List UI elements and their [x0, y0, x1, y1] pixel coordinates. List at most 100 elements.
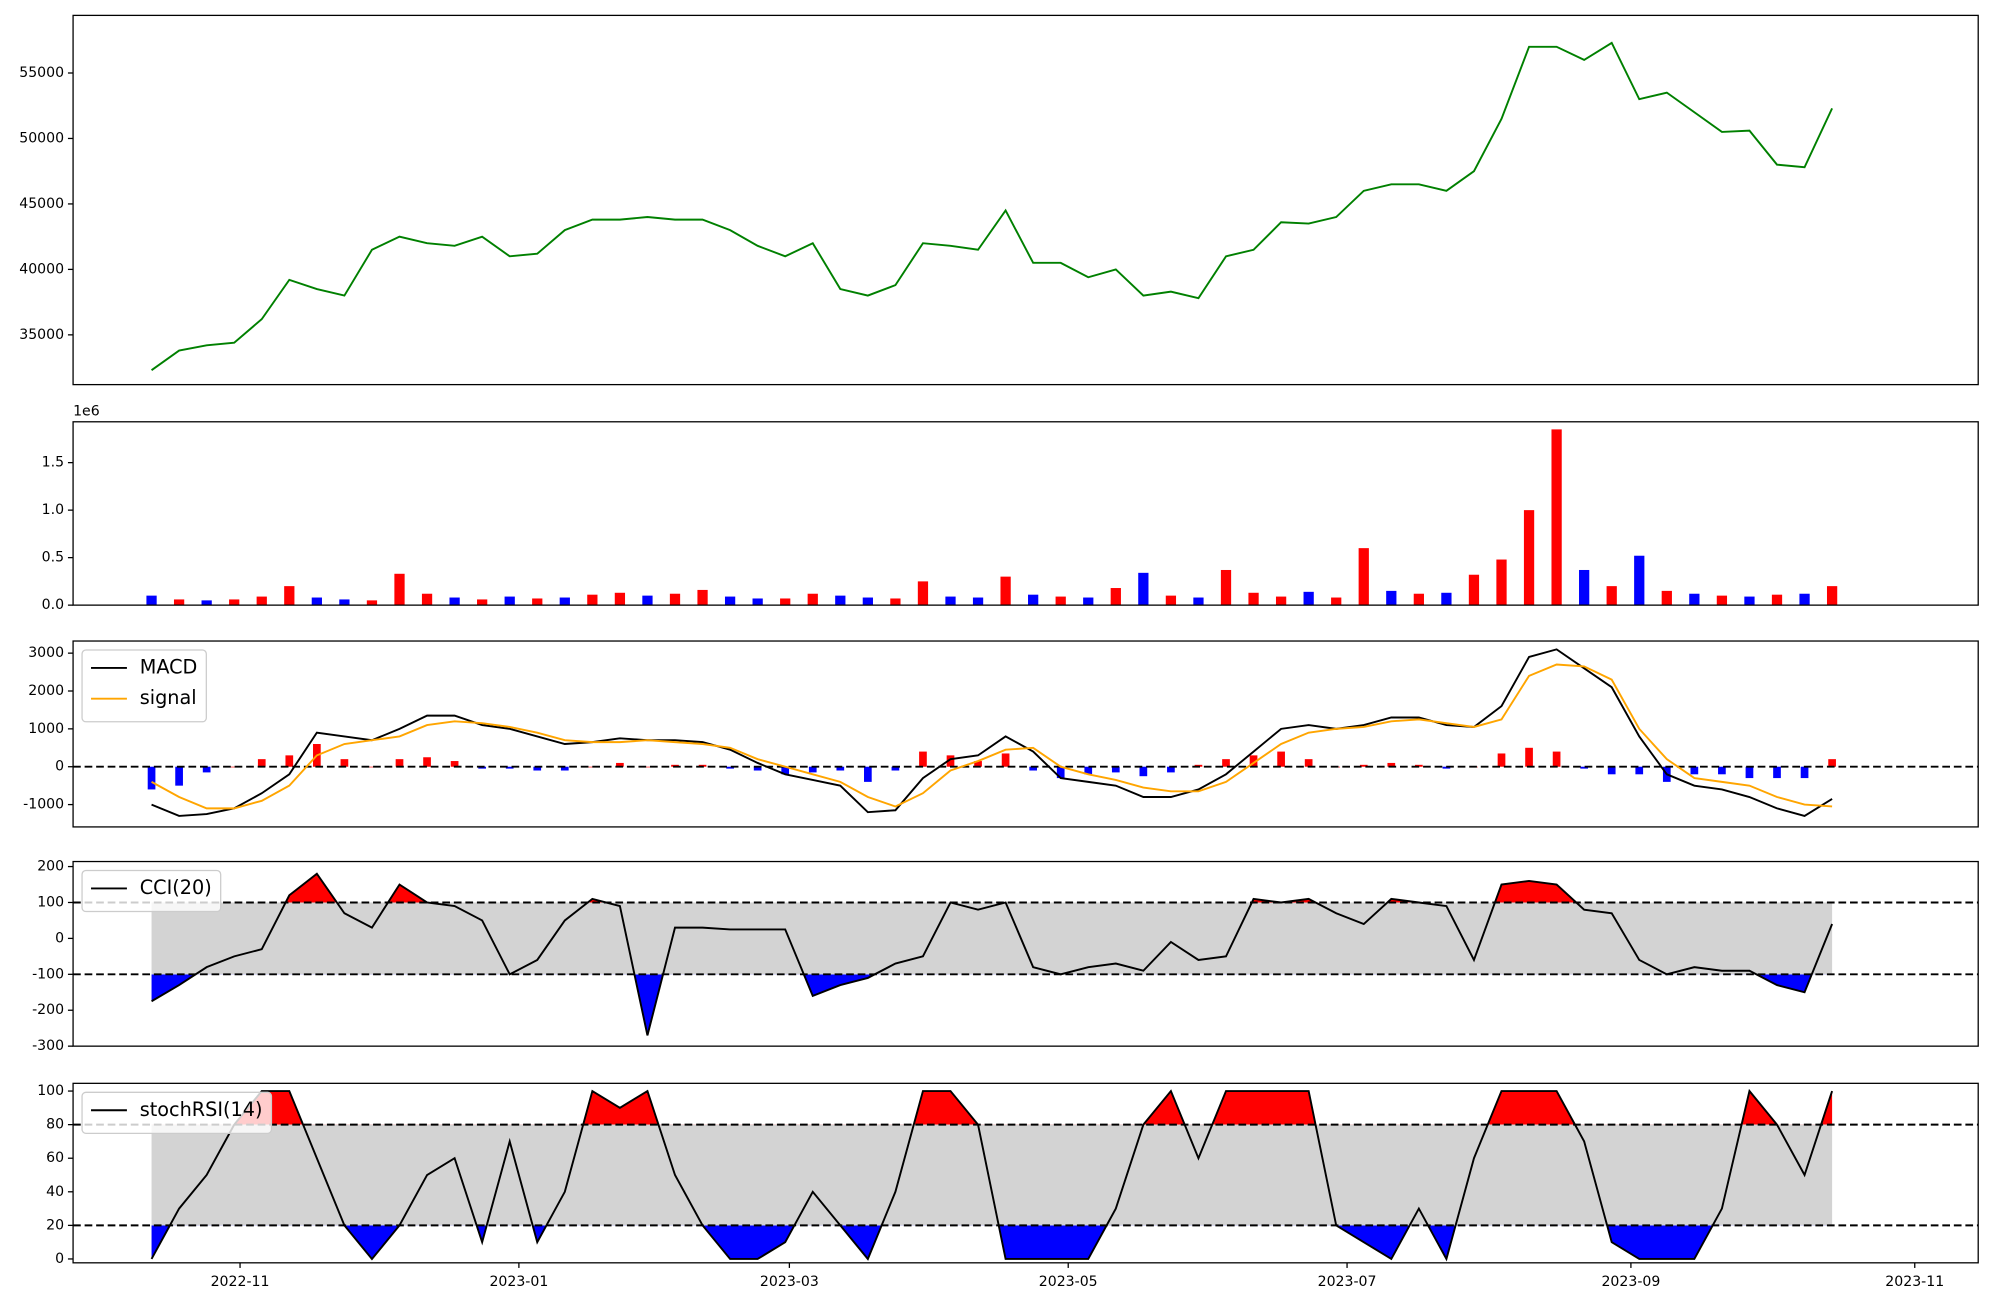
volume-bar [477, 599, 488, 606]
histogram-bar [808, 766, 817, 773]
volume-bar [421, 593, 433, 606]
x-tick-label: 2023-11 [1885, 1274, 1944, 1290]
histogram-bar [395, 759, 404, 767]
histogram-bar [533, 766, 542, 771]
histogram-bar [753, 766, 762, 771]
histogram-bar [450, 761, 459, 767]
histogram-bar [285, 755, 294, 767]
volume-bar [1689, 593, 1700, 606]
histogram-bar [1359, 764, 1368, 767]
volume-bar [752, 598, 763, 606]
histogram-bar [1084, 766, 1093, 775]
histogram-bar [202, 766, 211, 773]
histogram-bar [1635, 766, 1644, 775]
y-tick-label: 100 [37, 1083, 64, 1099]
y-tick-label: 0 [55, 1251, 64, 1267]
panel: 35000 40000 45000 50000 55000 [19, 14, 1979, 386]
y-tick-label: 1.5 [42, 455, 64, 471]
plot-area [73, 648, 1979, 817]
legend-box [81, 1091, 273, 1134]
volume-bar [1413, 593, 1424, 606]
x-tick-label: 2022-11 [211, 1274, 270, 1290]
series-line [151, 663, 1833, 810]
y-tick-label: 1000 [28, 721, 64, 737]
histogram-bar [1111, 766, 1120, 773]
axes-frame [72, 860, 1979, 1047]
volume-bar [945, 596, 956, 606]
plot-area [146, 429, 1838, 606]
plot-area [73, 872, 1979, 1036]
y-tick-label: 45000 [19, 196, 64, 212]
volume-bar [780, 598, 791, 606]
axes-frame [72, 640, 1979, 828]
histogram-bar [1607, 766, 1616, 775]
x-tick-label: 2023-09 [1601, 1274, 1660, 1290]
x-tick-label: 2023-03 [760, 1274, 819, 1290]
series-line [151, 872, 1833, 1036]
volume-bar [1441, 592, 1452, 606]
volume-bar [1799, 593, 1810, 606]
volume-bar [559, 597, 570, 606]
volume-bar [1826, 586, 1838, 606]
volume-bar [1606, 586, 1617, 606]
neutral-band [151, 1124, 1833, 1226]
overbought-fill [285, 873, 1577, 903]
histogram-bar [340, 759, 349, 767]
volume-bar [532, 598, 543, 606]
volume-bar [1661, 590, 1672, 606]
volume-bar [1138, 572, 1149, 606]
volume-bar [284, 586, 295, 606]
histogram-bar [1552, 751, 1561, 767]
y-tick-label: 50000 [19, 130, 64, 146]
histogram-bar [1745, 766, 1754, 779]
overbought-fill [234, 1091, 1833, 1125]
histogram-bar [974, 761, 982, 767]
y-tick-label: -1000 [23, 797, 64, 813]
volume-bar [1248, 592, 1259, 606]
volume-bar [1579, 569, 1590, 606]
volume-bar [1468, 574, 1480, 606]
volume-bar [1193, 597, 1204, 606]
histogram-bar [1497, 753, 1506, 767]
histogram-bar [1249, 755, 1258, 767]
histogram-bar [781, 766, 790, 775]
y-tick-label: 0 [55, 930, 64, 946]
histogram-bar [368, 766, 376, 768]
volume-bar [146, 595, 157, 606]
volume-bar [1358, 548, 1369, 606]
volume-bar [1055, 596, 1066, 606]
y-tick-label: 100 [37, 894, 64, 910]
volume-bar [256, 596, 267, 606]
series-line [151, 648, 1833, 817]
histogram-bar [1029, 766, 1038, 771]
legend-label: stochRSI(14) [140, 1098, 263, 1121]
volume-bar [229, 599, 240, 606]
volume-bar [1634, 555, 1645, 606]
oversold-fill [151, 1225, 1833, 1259]
histogram-bar [864, 766, 872, 782]
y-tick-label: 80 [46, 1117, 64, 1133]
volume-bar [1744, 596, 1755, 606]
y-tick-label: 60 [46, 1150, 64, 1166]
y-tick-label: 3000 [28, 645, 64, 661]
volume-bar [835, 595, 846, 606]
neutral-band [151, 902, 1833, 975]
legend: CCI(20) [81, 869, 222, 913]
y-tick-label: 0.5 [42, 550, 64, 566]
plot-area [150, 41, 1833, 372]
x-tick-label: 2023-05 [1039, 1274, 1098, 1290]
volume-bar [807, 593, 818, 606]
y-tick-label: 0 [55, 759, 64, 775]
histogram-bar [726, 766, 734, 769]
volume-bar [1386, 590, 1397, 606]
volume-bar [311, 597, 322, 606]
legend-label: MACD [140, 655, 198, 678]
series-line [150, 1088, 1834, 1262]
volume-bar [614, 592, 626, 606]
plot-area [73, 1088, 1979, 1262]
volume-bar [724, 596, 736, 606]
histogram-bar [1800, 766, 1809, 779]
volume-bar [1028, 594, 1039, 606]
